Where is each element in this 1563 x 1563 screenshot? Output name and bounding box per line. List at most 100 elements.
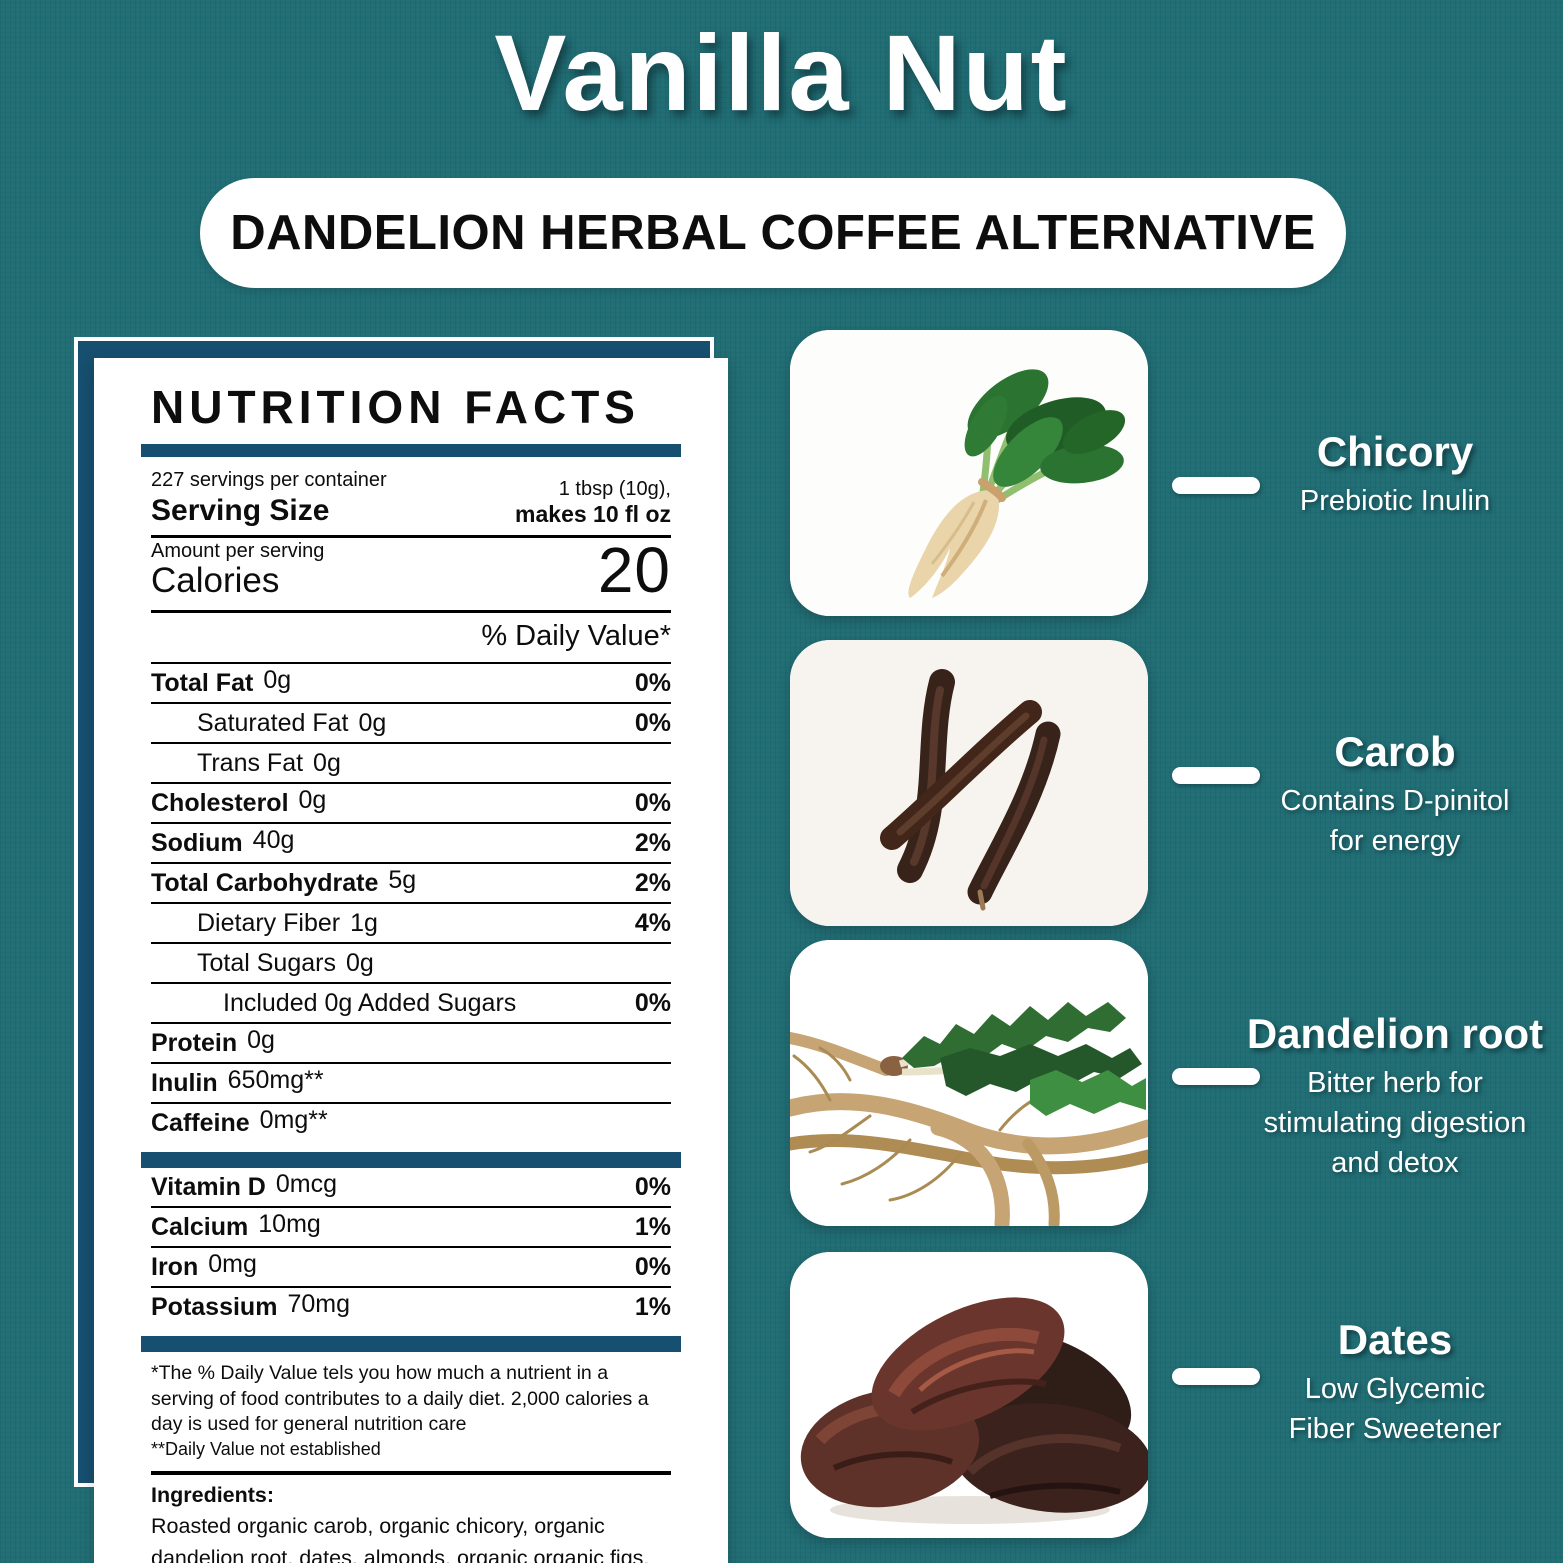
nutrient-amount: 0g	[298, 786, 327, 814]
nutrient-name: Iron	[151, 1253, 199, 1281]
divider-bar-top	[141, 444, 681, 457]
nutrient-daily-value: 1%	[634, 1213, 671, 1241]
ingredient-desc-line: Low Glycemic	[1304, 1373, 1486, 1406]
subtitle-text: DANDELION HERBAL COFFEE ALTERNATIVE	[230, 206, 1316, 260]
divider-bar-mid	[141, 1152, 681, 1168]
serving-size-value: 1 tbsp (10g),	[558, 478, 671, 500]
page-title: Vanilla Nut	[494, 12, 1069, 133]
nutrient-daily-value: 0%	[634, 1253, 671, 1281]
nutrient-daily-value: 0%	[634, 789, 671, 817]
ingredients-list: Roasted organic carob, organic chicory, …	[151, 1513, 650, 1563]
connector-dash	[1172, 477, 1260, 494]
nutrient-name: Trans Fat	[197, 749, 304, 777]
vitamin-rows: Vitamin D 0mcg 0% Calcium 10mg 1% Iron 0mg 0% Pot…	[151, 1168, 671, 1326]
ingredient-desc-line: for energy	[1329, 825, 1461, 858]
nutrient-row: Sodium 40g 2%	[151, 824, 671, 864]
nutrient-daily-value: 0%	[634, 669, 671, 697]
nutrient-name: Saturated Fat	[197, 709, 349, 737]
ingredient-callout-dandelion-root: Dandelion root Bitter herb for stimulati…	[1237, 1010, 1553, 1183]
ingredients-heading: Ingredients:	[151, 1482, 275, 1507]
ingredient-desc-line: and detox	[1331, 1147, 1459, 1180]
connector-dash	[1172, 1068, 1260, 1085]
nutrient-name: Calcium	[151, 1213, 249, 1241]
ingredient-desc-line: Prebiotic Inulin	[1299, 485, 1491, 518]
nutrient-daily-value: 4%	[634, 909, 671, 937]
nutrient-row: Calcium 10mg 1%	[151, 1208, 671, 1248]
nutrient-daily-value: 0%	[634, 709, 671, 737]
rule	[151, 1470, 671, 1475]
nutrient-row: Included 0g Added Sugars 0%	[151, 984, 671, 1024]
ingredient-desc-line: Bitter herb for	[1307, 1067, 1483, 1100]
ingredient-desc-line: Contains D-pinitol	[1280, 785, 1510, 818]
calories-label: Calories	[151, 561, 280, 600]
nutrient-row: Total Fat 0g 0%	[151, 664, 671, 704]
nutrient-name: Protein	[151, 1029, 238, 1057]
connector-dash	[1172, 767, 1260, 784]
ingredient-callout-dates: Dates Low Glycemic Fiber Sweetener	[1237, 1316, 1553, 1449]
chicory-photo	[790, 330, 1148, 616]
nutrient-name: Sodium	[151, 829, 243, 857]
ingredient-desc-line: Fiber Sweetener	[1288, 1413, 1502, 1446]
carob-photo	[790, 640, 1148, 926]
serving-size-label: Serving Size	[151, 494, 330, 527]
servings-per-container: 227 servings per container	[151, 469, 387, 491]
nutrient-name: Total Fat	[151, 669, 254, 697]
ingredient-callout-chicory: Chicory Prebiotic Inulin	[1237, 428, 1553, 521]
ingredient-name: Carob	[1334, 728, 1456, 775]
nutrient-name: Vitamin D	[151, 1173, 266, 1201]
calories-row: Amount per serving Calories 20	[151, 538, 671, 603]
nutrient-row: Vitamin D 0mcg 0%	[151, 1168, 671, 1208]
rule	[151, 662, 671, 664]
serving-size-volume: makes 10 fl oz	[515, 501, 671, 527]
nutrient-row: Dietary Fiber 1g 4%	[151, 904, 671, 944]
connector-dash	[1172, 1368, 1260, 1385]
nutrient-rows: Total Fat 0g 0% Saturated Fat 0g 0% Trans Fat 0…	[151, 664, 671, 1142]
dates-photo	[790, 1252, 1148, 1538]
calories-value: 20	[597, 534, 671, 607]
nutrient-amount: 0g	[345, 949, 374, 977]
nutrient-row: Trans Fat 0g	[151, 744, 671, 784]
daily-value-footnote: *The % Daily Value tels you how much a n…	[151, 1362, 649, 1436]
nutrient-name: Potassium	[151, 1293, 278, 1321]
nutrient-amount: 40g	[252, 826, 295, 854]
nutrient-name: Inulin	[151, 1069, 218, 1097]
chicory-illustration	[790, 330, 1148, 616]
ingredient-name: Chicory	[1316, 428, 1474, 475]
nutrient-name: Included 0g Added Sugars	[223, 989, 517, 1017]
dv-not-established-note: **Daily Value not established	[151, 1439, 381, 1460]
nutrient-row: Total Sugars 0g	[151, 944, 671, 984]
nutrient-name: Cholesterol	[151, 789, 289, 817]
nutrient-amount: 70mg	[287, 1290, 350, 1318]
amount-per-serving: Amount per serving	[151, 540, 325, 562]
dandelion-root-photo	[790, 940, 1148, 1226]
nutrient-row: Inulin 650mg**	[151, 1064, 671, 1104]
nutrient-daily-value: 2%	[634, 869, 671, 897]
rule	[151, 610, 671, 613]
nutrient-name: Caffeine	[151, 1109, 250, 1137]
nutrient-row: Protein 0g	[151, 1024, 671, 1064]
nutrient-name: Dietary Fiber	[197, 909, 341, 937]
nutrient-row: Caffeine 0mg**	[151, 1104, 671, 1142]
nutrient-amount: 0g	[313, 749, 341, 777]
nutrient-daily-value: 0%	[634, 1173, 671, 1201]
nutrient-row: Cholesterol 0g 0%	[151, 784, 671, 824]
nutrient-amount: 0g	[247, 1026, 275, 1054]
subtitle-pill: DANDELION HERBAL COFFEE ALTERNATIVE	[200, 178, 1346, 288]
ingredient-name: Dandelion root	[1246, 1010, 1544, 1057]
nutrient-name: Total Sugars	[197, 949, 336, 977]
nutrient-amount: 5g	[388, 866, 417, 894]
ingredient-desc-line: stimulating digestion	[1263, 1107, 1527, 1140]
nutrient-row: Total Carbohydrate 5g 2%	[151, 864, 671, 904]
ingredient-name: Dates	[1337, 1316, 1453, 1363]
ingredient-callout-carob: Carob Contains D-pinitol for energy	[1237, 728, 1553, 861]
serving-size-right: 1 tbsp (10g), makes 10 fl oz	[515, 478, 671, 528]
nutrient-amount: 0g	[263, 666, 292, 694]
nutrient-amount: 1g	[350, 909, 378, 937]
nutrient-amount: 650mg**	[227, 1066, 324, 1094]
nutrient-amount: 0mcg	[275, 1170, 337, 1198]
nutrient-amount: 10mg	[258, 1210, 321, 1238]
nutrient-amount: 0mg	[208, 1250, 257, 1278]
nutrient-daily-value: 2%	[634, 829, 671, 857]
calories-left: Amount per serving Calories	[151, 540, 324, 601]
